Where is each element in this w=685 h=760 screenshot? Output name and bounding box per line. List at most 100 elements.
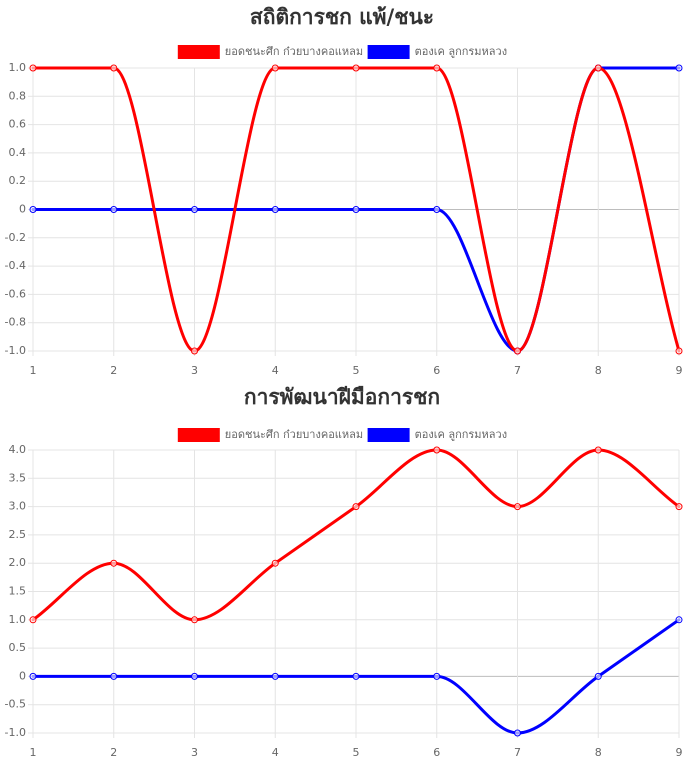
y-tick-label: -0.4 [5, 259, 26, 272]
chart-legend: ยอดชนะศึก ก๋วยบางคอแหลม ตองเค ลูกกรมหลวง [177, 45, 508, 59]
y-tick-label: 3.5 [9, 471, 27, 484]
data-point[interactable] [191, 672, 198, 680]
x-tick-label: 2 [110, 746, 117, 759]
y-tick-label: -0.6 [5, 287, 26, 300]
data-point[interactable] [433, 446, 441, 454]
legend-label: ยอดชนะศึก ก๋วยบางคอแหลม [225, 428, 363, 441]
y-tick-label: 0 [19, 203, 26, 216]
data-point[interactable] [191, 347, 198, 355]
y-tick-label: -0.8 [5, 316, 26, 329]
data-point[interactable] [352, 672, 360, 680]
grid-lines [28, 67, 680, 356]
data-point[interactable] [594, 64, 602, 72]
y-tick-label: 1.0 [9, 613, 27, 626]
data-point[interactable] [29, 616, 37, 624]
data-point[interactable] [514, 729, 521, 737]
y-tick-label: 0.6 [9, 118, 27, 131]
legend-swatch [367, 428, 410, 442]
grid-lines [28, 449, 680, 738]
data-point[interactable] [675, 64, 683, 72]
x-tick-label: 8 [595, 746, 602, 759]
legend-label: ตองเค ลูกกรมหลวง [415, 428, 508, 441]
x-tick-label: 7 [514, 364, 521, 377]
data-point[interactable] [29, 672, 37, 680]
y-tick-label: 1.5 [9, 585, 27, 598]
data-point[interactable] [675, 616, 683, 624]
x-tick-label: 4 [272, 746, 279, 759]
y-tick-label: 4.0 [9, 443, 27, 456]
x-tick-label: 7 [514, 746, 521, 759]
data-point[interactable] [271, 64, 279, 72]
legend-item[interactable]: ตองเค ลูกกรมหลวง [367, 45, 508, 59]
legend-item[interactable]: ยอดชนะศึก ก๋วยบางคอแหลม [177, 45, 363, 59]
series-line [31, 618, 681, 735]
chart-title: สถิติการชก แพ้/ชนะ [250, 5, 434, 29]
y-tick-label: -0.5 [5, 698, 26, 711]
series-1 [29, 64, 683, 355]
data-point[interactable] [29, 206, 37, 213]
data-point[interactable] [352, 206, 360, 213]
data-point[interactable] [110, 559, 118, 567]
x-tick-label: 2 [110, 364, 117, 377]
x-tick-label: 5 [353, 364, 360, 377]
data-point[interactable] [191, 206, 198, 213]
legend-item[interactable]: ตองเค ลูกกรมหลวง [367, 428, 508, 442]
series-1 [29, 446, 683, 624]
data-point[interactable] [433, 672, 441, 680]
data-point[interactable] [433, 206, 441, 213]
legend-swatch [177, 428, 220, 442]
x-tick-label: 6 [433, 746, 440, 759]
legend-swatch [367, 45, 410, 59]
data-point[interactable] [110, 672, 118, 680]
x-tick-label: 1 [30, 746, 37, 759]
y-tick-label: 0.8 [9, 89, 27, 102]
data-point[interactable] [514, 503, 521, 511]
data-point[interactable] [433, 64, 441, 72]
data-point[interactable] [675, 347, 683, 355]
data-point[interactable] [675, 503, 683, 511]
data-point[interactable] [271, 206, 279, 213]
legend-label: ยอดชนะศึก ก๋วยบางคอแหลม [225, 45, 363, 58]
data-point[interactable] [191, 616, 198, 624]
data-point[interactable] [110, 206, 118, 213]
data-point[interactable] [594, 672, 602, 680]
y-tick-label: 2.0 [9, 556, 27, 569]
series-line [31, 66, 681, 353]
data-point[interactable] [514, 347, 521, 355]
data-point[interactable] [271, 672, 279, 680]
y-tick-label: -1.0 [5, 344, 26, 357]
legend-swatch [177, 45, 220, 59]
x-tick-label: 9 [676, 746, 683, 759]
chart-title: การพัฒนาฝีมือการชก [244, 385, 440, 409]
x-tick-label: 5 [353, 746, 360, 759]
series-2 [29, 616, 683, 737]
x-tick-label: 6 [433, 364, 440, 377]
y-tick-label: -1.0 [5, 726, 26, 739]
x-tick-label: 3 [191, 364, 198, 377]
y-tick-label: 2.5 [9, 528, 27, 541]
data-point[interactable] [271, 559, 279, 567]
x-tick-label: 1 [30, 364, 37, 377]
data-point[interactable] [594, 446, 602, 454]
data-point[interactable] [352, 64, 360, 72]
data-point[interactable] [110, 64, 118, 72]
legend-label: ตองเค ลูกกรมหลวง [415, 45, 508, 58]
y-tick-label: 0.5 [9, 641, 27, 654]
y-tick-label: 1.0 [9, 61, 27, 74]
x-tick-label: 9 [676, 364, 683, 377]
x-tick-label: 8 [595, 364, 602, 377]
chart-legend: ยอดชนะศึก ก๋วยบางคอแหลม ตองเค ลูกกรมหลวง [177, 428, 508, 442]
y-tick-label: 0 [19, 669, 26, 682]
x-tick-label: 3 [191, 746, 198, 759]
y-tick-label: 3.0 [9, 500, 27, 513]
data-point[interactable] [352, 503, 360, 511]
data-point[interactable] [29, 64, 37, 72]
x-tick-label: 4 [272, 364, 279, 377]
y-tick-label: 0.2 [9, 174, 27, 187]
legend-item[interactable]: ยอดชนะศึก ก๋วยบางคอแหลม [177, 428, 363, 442]
y-tick-label: -0.2 [5, 231, 26, 244]
